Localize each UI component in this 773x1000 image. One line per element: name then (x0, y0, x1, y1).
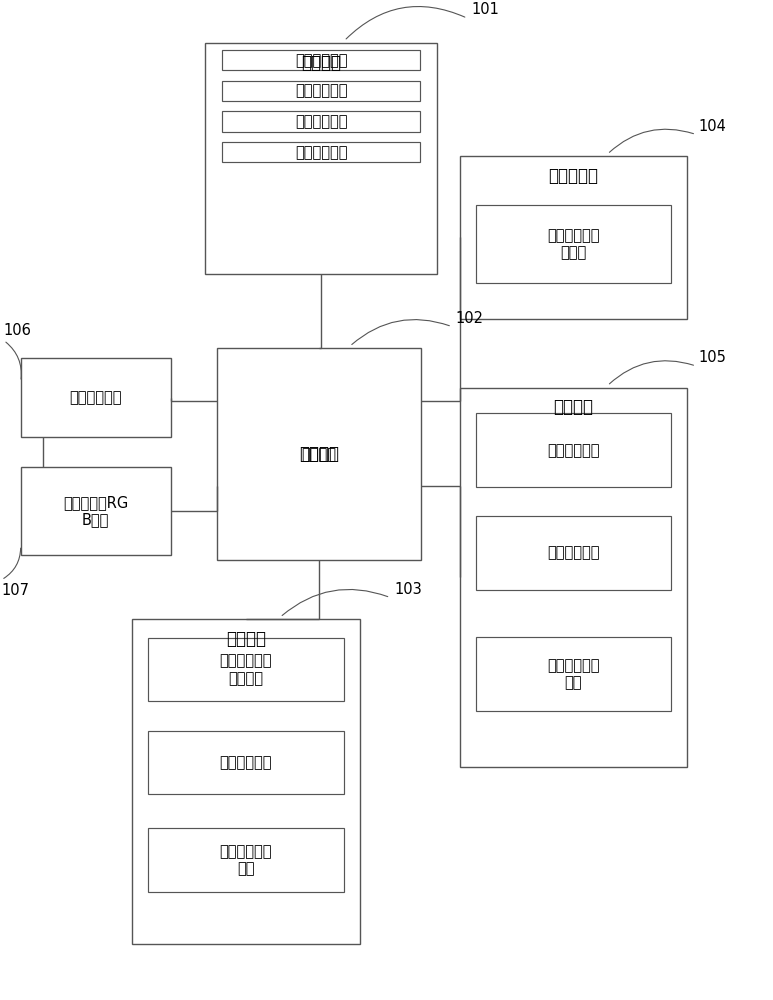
FancyBboxPatch shape (475, 516, 671, 590)
FancyBboxPatch shape (148, 731, 344, 794)
Text: 第一电源模块: 第一电源模块 (295, 53, 347, 68)
Text: 第四电源模块: 第四电源模块 (295, 145, 347, 160)
Text: 101: 101 (472, 2, 499, 17)
Text: 第二电源模块: 第二电源模块 (295, 83, 347, 98)
Text: 104: 104 (699, 119, 727, 134)
Text: 声控开关模块: 声控开关模块 (547, 545, 600, 560)
FancyBboxPatch shape (222, 81, 421, 101)
FancyBboxPatch shape (217, 348, 421, 560)
Text: 人体感应开关
模块: 人体感应开关 模块 (547, 658, 600, 690)
Text: 调色温模块: 调色温模块 (548, 167, 598, 185)
Text: 107: 107 (2, 583, 29, 598)
Text: 光控开关模块: 光控开关模块 (547, 443, 600, 458)
Text: 控制模块: 控制模块 (301, 447, 336, 462)
FancyBboxPatch shape (460, 388, 687, 767)
FancyBboxPatch shape (222, 50, 421, 70)
FancyBboxPatch shape (148, 828, 344, 892)
FancyBboxPatch shape (222, 111, 421, 132)
FancyBboxPatch shape (475, 637, 671, 711)
FancyBboxPatch shape (148, 638, 344, 701)
FancyBboxPatch shape (21, 358, 171, 437)
Text: 控制模块: 控制模块 (299, 445, 339, 463)
Text: 触摸调光模块: 触摸调光模块 (220, 755, 272, 770)
FancyBboxPatch shape (475, 413, 671, 487)
Text: 无线传输模块: 无线传输模块 (70, 390, 122, 405)
FancyBboxPatch shape (206, 43, 437, 274)
Text: 102: 102 (456, 311, 484, 326)
Text: 可变模拟电压
调光模块: 可变模拟电压 调光模块 (220, 653, 272, 686)
Text: 106: 106 (4, 323, 32, 338)
FancyBboxPatch shape (475, 205, 671, 283)
Text: 触摸无级调色
温模块: 触摸无级调色 温模块 (547, 228, 600, 260)
Text: 触摸无级调RG
B模块: 触摸无级调RG B模块 (63, 495, 128, 527)
Text: 103: 103 (394, 582, 422, 597)
Text: 触摸无级调光
模块: 触摸无级调光 模块 (220, 844, 272, 876)
FancyBboxPatch shape (132, 619, 359, 944)
Text: 调光模块: 调光模块 (226, 630, 266, 648)
FancyBboxPatch shape (21, 467, 171, 555)
Text: 电源模块: 电源模块 (301, 54, 341, 72)
Text: 开关模块: 开关模块 (553, 398, 594, 416)
Text: 第三电源模块: 第三电源模块 (295, 114, 347, 129)
Text: 105: 105 (699, 350, 727, 365)
FancyBboxPatch shape (222, 142, 421, 162)
FancyBboxPatch shape (460, 156, 687, 319)
